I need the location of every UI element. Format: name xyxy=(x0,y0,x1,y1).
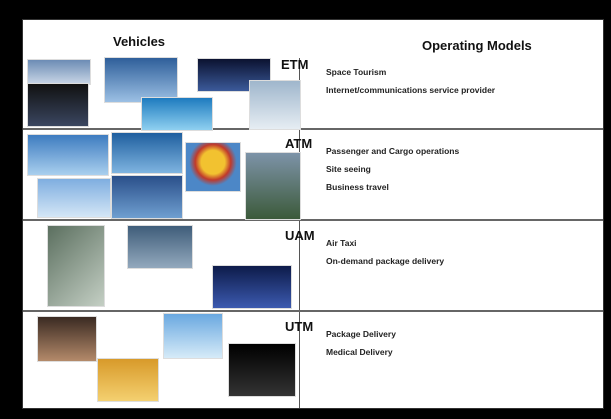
row-separator xyxy=(23,219,603,221)
photo xyxy=(163,313,223,359)
photo xyxy=(97,358,159,402)
operating-model: On-demand package delivery xyxy=(326,256,445,266)
photo xyxy=(47,225,105,307)
photo xyxy=(27,83,89,127)
operating-model: Passenger and Cargo operations xyxy=(326,146,460,156)
row-label: UTM xyxy=(285,319,314,334)
figure-frame: Vehicles Operating Models ETM Space Touri… xyxy=(22,19,604,409)
operating-model: Internet/communications service provider xyxy=(326,85,496,95)
photo xyxy=(245,152,301,220)
operating-model: Space Tourism xyxy=(326,67,387,77)
operating-model: Medical Delivery xyxy=(326,347,393,357)
photo xyxy=(141,97,213,131)
divider xyxy=(299,58,300,408)
photo xyxy=(37,316,97,362)
row-label: UAM xyxy=(285,228,315,243)
row-label: ATM xyxy=(285,136,313,151)
photo xyxy=(185,142,241,192)
photo xyxy=(249,80,301,130)
row-separator xyxy=(23,310,603,312)
photo xyxy=(27,134,109,176)
vehicles-header: Vehicles xyxy=(113,34,166,49)
photo xyxy=(37,178,111,218)
photo xyxy=(27,59,91,85)
operating-model: Air Taxi xyxy=(326,238,357,248)
operating-model: Business travel xyxy=(326,182,389,192)
photo xyxy=(111,175,183,219)
photo xyxy=(111,132,183,174)
photo xyxy=(228,343,296,397)
operating-model: Site seeing xyxy=(326,164,371,174)
row-label: ETM xyxy=(281,57,309,72)
operating-model: Package Delivery xyxy=(326,329,396,339)
photo xyxy=(212,265,292,309)
row-separator xyxy=(23,128,603,130)
photo xyxy=(127,225,193,269)
photo xyxy=(197,58,271,92)
operating-models-header: Operating Models xyxy=(422,38,532,53)
